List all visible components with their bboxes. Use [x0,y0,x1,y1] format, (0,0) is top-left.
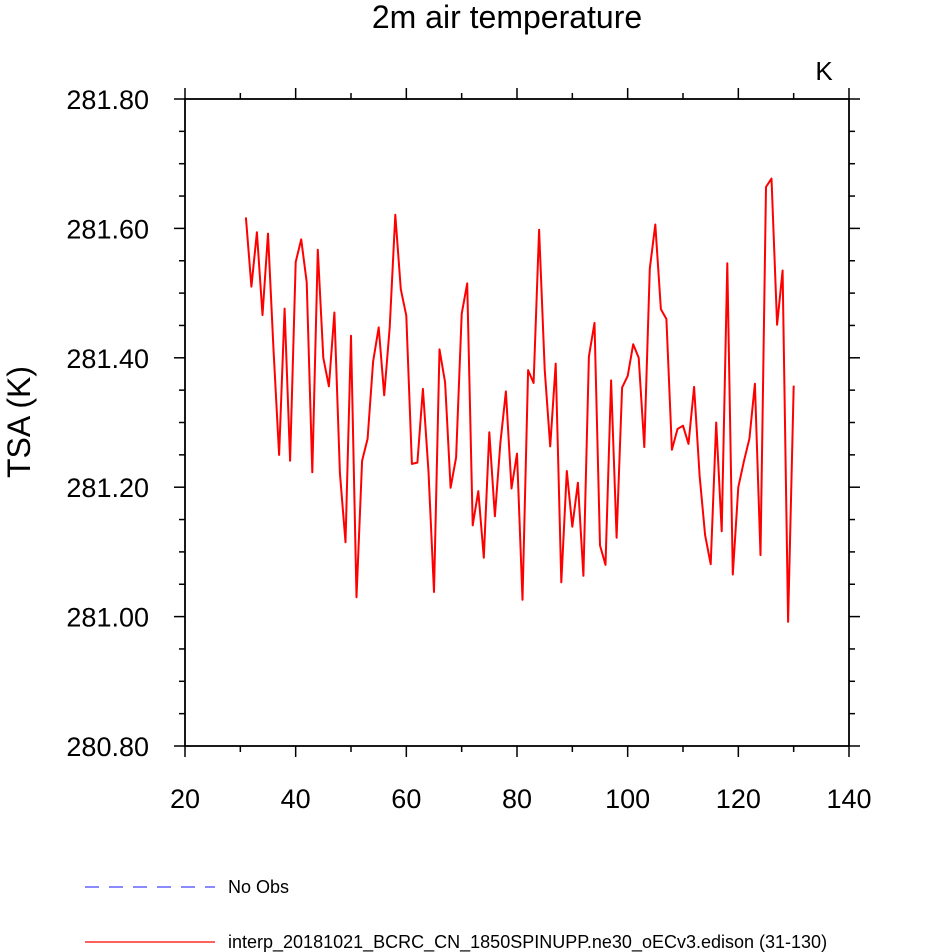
y-tick-label: 281.60 [66,214,149,244]
plot-series [244,177,795,623]
legend-label: No Obs [228,877,289,897]
y-tick-label: 280.80 [66,732,149,762]
y-tick-label: 281.80 [66,85,149,115]
axis-ticks [174,88,860,757]
series-line-1 [244,177,795,623]
x-tick-labels: 20 40 60 80 100 120 140 [170,784,872,814]
x-tick-label: 140 [826,784,871,814]
plot-frame [184,98,850,747]
y-tick-labels: 280.80 281.00 281.20 281.40 281.60 281.80 [66,85,149,762]
legend: No Obs interp_20181021_BCRC_CN_1850SPINUP… [85,877,827,952]
chart-title: 2m air temperature [372,0,642,35]
legend-label: interp_20181021_BCRC_CN_1850SPINUPP.ne30… [228,932,827,952]
units-label: K [815,56,833,86]
x-tick-label: 100 [605,784,650,814]
x-tick-label: 40 [281,784,311,814]
x-tick-label: 60 [391,784,421,814]
x-tick-label: 20 [170,784,200,814]
x-tick-label: 80 [502,784,532,814]
y-tick-label: 281.00 [66,603,149,633]
y-axis-label: TSA (K) [1,366,37,478]
x-tick-label: 120 [716,784,761,814]
y-tick-label: 281.40 [66,344,149,374]
y-tick-label: 281.20 [66,473,149,503]
